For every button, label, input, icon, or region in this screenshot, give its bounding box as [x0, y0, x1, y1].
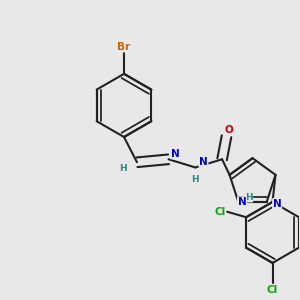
Text: H: H	[245, 193, 253, 202]
Text: N: N	[171, 149, 180, 159]
Text: N: N	[273, 199, 281, 209]
Text: Cl: Cl	[267, 285, 278, 295]
Text: N: N	[199, 157, 208, 167]
Text: N: N	[238, 197, 246, 207]
Text: H: H	[119, 164, 127, 173]
Text: Cl: Cl	[214, 207, 226, 217]
Text: O: O	[224, 124, 233, 135]
Text: H: H	[191, 175, 199, 184]
Text: Br: Br	[117, 42, 130, 52]
